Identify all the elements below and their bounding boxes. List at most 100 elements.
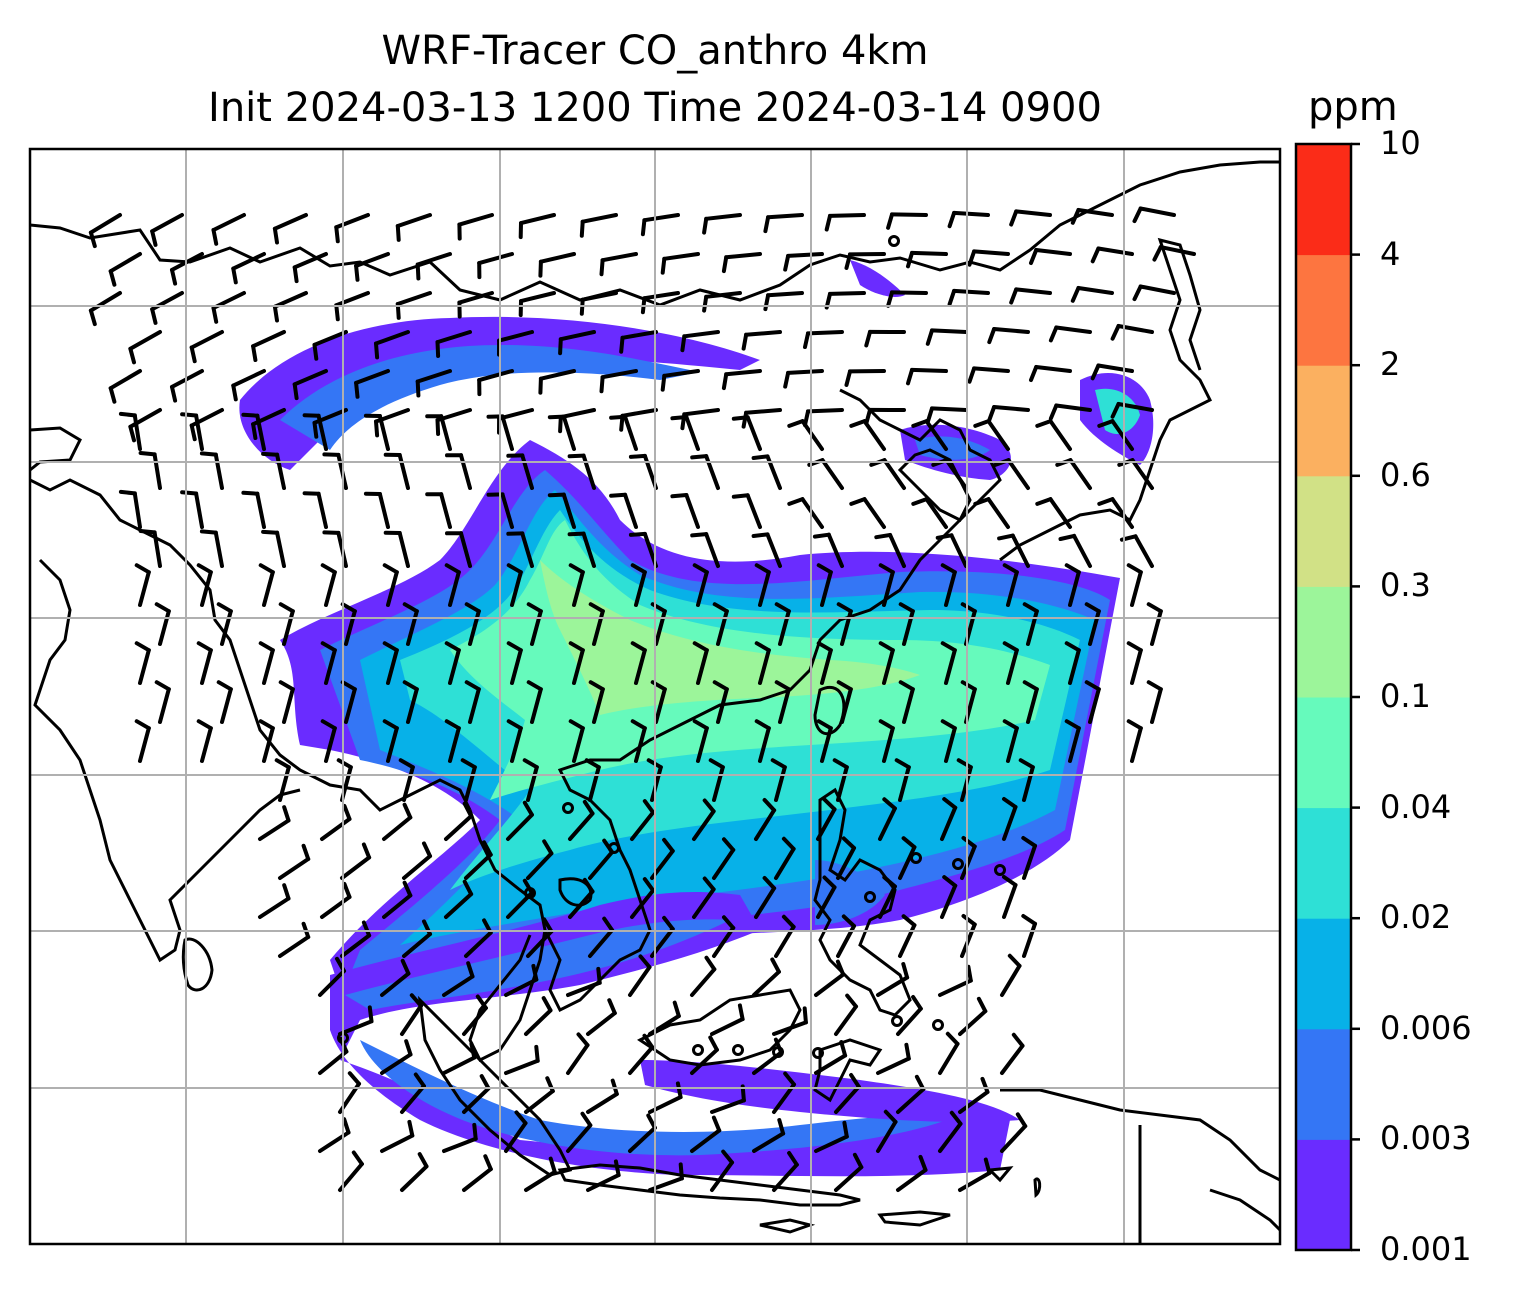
wind-barb-staff <box>459 453 472 490</box>
wind-barb-flag <box>292 265 299 284</box>
wind-barb-staff <box>820 458 844 490</box>
wind-barb-staff <box>1130 458 1154 490</box>
wind-barb-flag <box>960 680 977 692</box>
wind-barb-staff <box>581 531 596 568</box>
wind-barb-staff <box>500 414 514 451</box>
wind-barb-flag <box>108 386 117 404</box>
wind-barb-staff <box>588 765 601 802</box>
wind-barb-flag <box>108 269 117 287</box>
wind-barb-flag <box>1146 602 1163 614</box>
wind-barb-staff <box>158 609 171 646</box>
coast-sri-lanka <box>181 937 214 992</box>
wind-barb-staff <box>324 726 337 763</box>
wind-barb-staff <box>1006 648 1019 685</box>
wind-barb-staff <box>340 855 372 880</box>
wind-barb-flag <box>568 719 585 731</box>
wind-barb-staff <box>786 369 824 375</box>
wind-barb-staff <box>944 458 968 490</box>
wind-barb-flag <box>935 533 954 540</box>
wind-barb-flag <box>961 836 977 849</box>
wind-barb-staff <box>754 808 777 841</box>
wind-barb-staff <box>258 896 291 919</box>
wind-barb-flag <box>258 641 275 653</box>
wind-barb-flag <box>836 602 853 614</box>
wind-barb-flag <box>231 383 238 402</box>
wind-barb-staff <box>890 212 928 217</box>
colorbar-tick-label: 0.003 <box>1380 1119 1472 1158</box>
wind-barb-flag <box>940 641 957 653</box>
wind-barb-flag <box>844 369 852 387</box>
wind-barb-staff <box>623 414 638 451</box>
wind-barb-flag <box>702 876 716 892</box>
wind-barb-flag <box>538 376 543 395</box>
plume-java-band <box>640 1060 1020 1123</box>
wind-barb-staff <box>318 969 346 997</box>
plume-philippine-blob <box>815 860 885 925</box>
wind-barb-flag <box>980 1076 990 1094</box>
wind-barb-staff <box>704 532 720 568</box>
wind-barb-staff <box>986 497 1010 529</box>
wind-barb-flag <box>754 641 771 653</box>
wind-barb-flag <box>770 758 787 770</box>
wind-barb-staff <box>1076 208 1114 217</box>
wind-barb-staff <box>1068 570 1081 607</box>
wind-barb-staff <box>786 252 824 258</box>
wind-barb-staff <box>1022 843 1037 880</box>
colorbar-segment <box>1296 1139 1351 1251</box>
wind-barb-flag <box>956 758 973 770</box>
wind-barb-flag <box>196 641 213 653</box>
wind-barb-staff <box>630 888 656 919</box>
wind-barb-staff <box>896 1168 928 1192</box>
wind-barb-flag <box>196 563 213 575</box>
wind-barb-staff <box>262 726 275 763</box>
wind-barb-flag <box>568 641 585 653</box>
wind-barb-staff <box>754 886 777 919</box>
wind-barb-flag <box>402 680 419 692</box>
wind-barb-flag <box>638 954 652 970</box>
wind-barb-staff <box>634 648 647 685</box>
wind-barb-staff <box>258 818 291 841</box>
wind-barb-flag <box>845 993 858 1009</box>
wind-barb-staff <box>744 330 782 337</box>
wind-barb-staff <box>878 884 897 919</box>
wind-barb-flag <box>802 1006 808 1025</box>
wind-barb-staff <box>704 213 742 221</box>
wind-barb-flag <box>925 406 934 424</box>
wind-barb-staff <box>520 531 534 568</box>
wind-barb-staff <box>504 1058 540 1075</box>
wind-barb-staff <box>944 648 957 685</box>
wind-barb-staff <box>1072 533 1092 568</box>
wind-barb-staff <box>150 213 184 234</box>
coast-small-island <box>1033 1177 1042 1199</box>
wind-barb-flag <box>462 879 474 897</box>
plume-north-outer <box>239 316 760 470</box>
wind-barb-flag <box>582 877 595 894</box>
wind-barb-staff <box>882 726 895 763</box>
wind-barb-staff <box>500 492 514 529</box>
wind-barb-staff <box>462 1086 491 1114</box>
wind-barb-flag <box>522 878 534 895</box>
coast-java <box>557 1163 861 1207</box>
wind-barb-staff <box>684 493 700 529</box>
wind-barb-flag <box>883 1109 898 1124</box>
wind-barb-flag <box>567 531 586 537</box>
plume-korea-inner <box>915 436 990 460</box>
wind-barb-flag <box>547 492 566 498</box>
wind-barb-flag <box>678 1162 684 1181</box>
wind-barb-flag <box>261 451 280 457</box>
wind-barb-flag <box>708 1035 719 1052</box>
wind-barb-staff <box>800 419 824 451</box>
wind-barb-staff <box>586 1011 617 1036</box>
wind-barb-flag <box>878 641 895 653</box>
wind-barb-staff <box>292 369 328 387</box>
wind-barb-staff <box>312 330 348 347</box>
wind-barb-staff <box>386 570 399 607</box>
wind-barb-staff <box>468 609 481 646</box>
wind-barb-flag <box>911 497 929 506</box>
wind-barb-staff <box>397 531 410 568</box>
wind-barb-staff <box>275 530 286 568</box>
wind-barb-flag <box>1097 419 1115 428</box>
wind-barb-flag <box>340 680 357 692</box>
wind-barb-flag <box>134 719 151 731</box>
wind-barb-flag <box>322 530 341 535</box>
